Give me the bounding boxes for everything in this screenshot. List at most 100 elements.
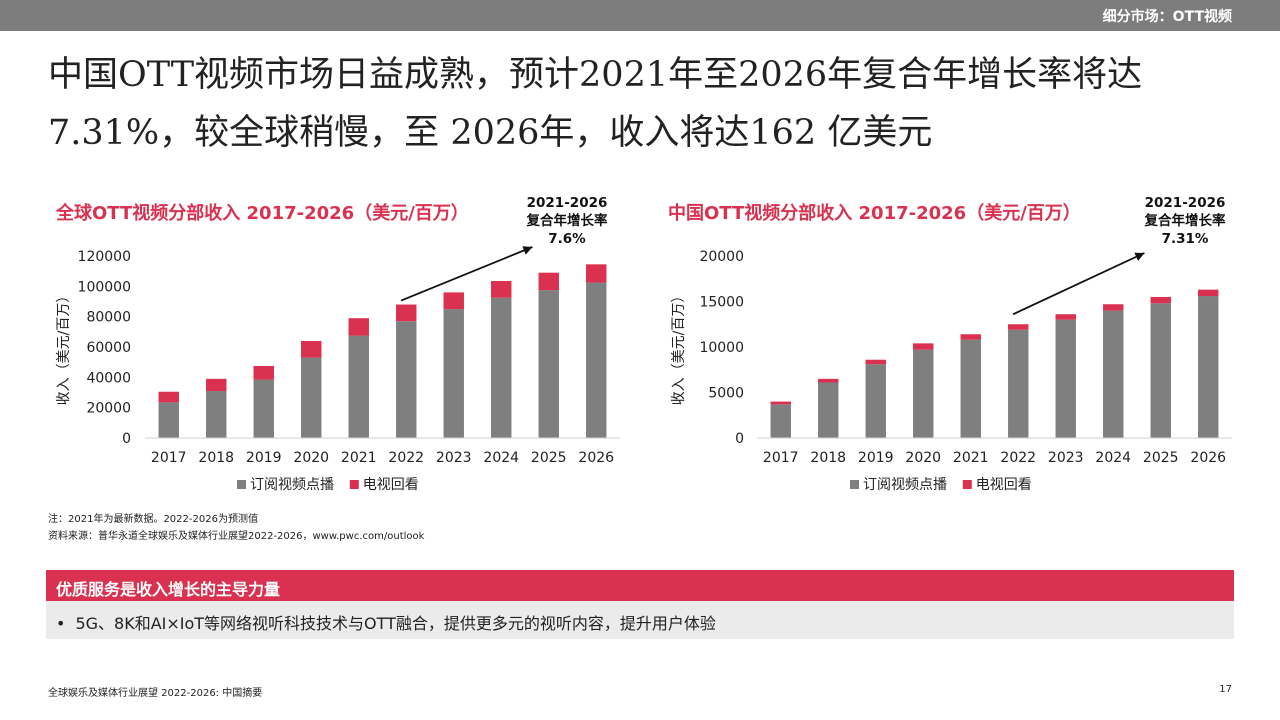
china-chart-title: 中国OTT视频分部收入 2017-2026（美元/百万） — [668, 203, 1081, 224]
section-label: 细分市场：OTT视频 — [1102, 9, 1232, 25]
china-xtick-2018: 2018 — [810, 450, 846, 466]
china-bar-tv-replay-2019 — [865, 359, 886, 365]
china-bar-tv-replay-2021 — [960, 334, 981, 340]
global-xtick-2021: 2021 — [341, 450, 377, 466]
china-xtick-2022: 2022 — [1000, 450, 1036, 466]
china-legend-swatch-1 — [962, 480, 972, 489]
global-cagr-annotation: 2021-2026 复合年增长率 7.6% — [507, 194, 627, 248]
global-cagr-arrow-head — [522, 246, 533, 255]
china-cagr-arrow-head — [1134, 252, 1145, 261]
china-xtick-2021: 2021 — [953, 450, 989, 466]
highlight-bullet-box: • 5G、8K和AI×IoT等网络视听科技技术与OTT融合，提供更多元的视听内容，… — [46, 601, 1234, 639]
china-xtick-2019: 2019 — [858, 450, 894, 466]
china-xtick-2025: 2025 — [1143, 450, 1179, 466]
china-legend-label-1: 电视回看 — [976, 477, 1032, 493]
global-bar-tv-replay-2017 — [158, 391, 179, 403]
china-ylabel: 收入（美元/百万） — [671, 289, 687, 406]
global-ytick-4: 80000 — [86, 310, 131, 326]
global-ott-revenue-chart: 0 20000 40000 60000 80000 100000 120000 收入（美元/百… — [56, 246, 620, 493]
global-bar-tv-replay-2021 — [348, 318, 369, 336]
global-ytick-6: 120000 — [78, 249, 131, 265]
highlight-banner: 优质服务是收入增长的主导力量 — [46, 570, 1234, 601]
china-bar-tv-replay-2025 — [1150, 296, 1171, 304]
global-xtick-2022: 2022 — [388, 450, 424, 466]
global-legend-swatch-1 — [349, 480, 359, 489]
china-bar-tv-replay-2020 — [913, 343, 934, 350]
global-bar-tv-replay-2026 — [586, 264, 607, 283]
page-number: 17 — [1219, 684, 1232, 695]
global-xtick-2019: 2019 — [246, 450, 282, 466]
global-ytick-1: 20000 — [86, 401, 131, 417]
global-bar-subscription-2023 — [443, 309, 464, 438]
global-ytick-0: 0 — [122, 431, 131, 447]
china-cagr-period: 2021-2026 — [1144, 195, 1226, 211]
china-xtick-2017: 2017 — [763, 450, 799, 466]
china-bar-tv-replay-2018 — [818, 378, 839, 383]
china-bar-tv-replay-2024 — [1103, 304, 1124, 311]
global-bar-subscription-2021 — [348, 335, 369, 438]
china-xtick-2024: 2024 — [1095, 450, 1131, 466]
global-bar-subscription-2018 — [206, 390, 227, 438]
bullet-text: 5G、8K和AI×IoT等网络视听科技技术与OTT融合，提供更多元的视听内容，提… — [75, 614, 716, 633]
global-bar-tv-replay-2019 — [253, 365, 274, 380]
china-bar-tv-replay-2023 — [1055, 314, 1076, 320]
china-legend-label-0: 订阅视频点播 — [863, 477, 947, 493]
china-bar-subscription-2021 — [960, 339, 981, 438]
china-bar-subscription-2020 — [913, 349, 934, 438]
china-bar-subscription-2017 — [770, 404, 791, 438]
china-bar-subscription-2024 — [1103, 310, 1124, 438]
chart-note: 注：2021年为最新数据。2022-2026为预测值 — [48, 514, 258, 525]
bullet-marker: • — [56, 614, 66, 633]
china-xtick-2023: 2023 — [1048, 450, 1084, 466]
global-bar-subscription-2025 — [538, 290, 559, 438]
footer-report-title: 全球娱乐及媒体行业展望 2022-2026: 中国摘要 — [48, 688, 263, 699]
china-ytick-4: 20000 — [699, 249, 744, 265]
global-bar-subscription-2019 — [253, 379, 274, 438]
highlight-title: 优质服务是收入增长的主导力量 — [56, 580, 281, 599]
global-bar-tv-replay-2022 — [396, 304, 417, 322]
global-bar-subscription-2024 — [491, 297, 512, 438]
china-bar-tv-replay-2022 — [1008, 324, 1029, 330]
global-xtick-2024: 2024 — [483, 450, 519, 466]
global-ytick-5: 100000 — [78, 279, 131, 295]
china-cagr-annotation: 2021-2026 复合年增长率 7.31% — [1125, 194, 1245, 248]
global-legend-swatch-0 — [237, 480, 246, 489]
global-bar-tv-replay-2018 — [206, 378, 227, 391]
global-xtick-2017: 2017 — [151, 450, 187, 466]
china-xtick-2020: 2020 — [905, 450, 941, 466]
china-bar-subscription-2019 — [865, 364, 886, 438]
global-xtick-2025: 2025 — [531, 450, 567, 466]
china-ytick-2: 10000 — [699, 340, 744, 356]
china-bar-subscription-2025 — [1150, 303, 1171, 438]
global-xtick-2026: 2026 — [578, 450, 614, 466]
global-bar-tv-replay-2025 — [538, 272, 559, 291]
global-bar-tv-replay-2020 — [301, 340, 322, 358]
global-bar-subscription-2017 — [158, 402, 179, 438]
global-xtick-2018: 2018 — [198, 450, 234, 466]
chart-source: 资料来源：普华永道全球娱乐及媒体行业展望2022-2026，www.pwc.co… — [48, 531, 425, 542]
china-cagr-arrow-line — [1012, 252, 1145, 316]
global-bar-tv-replay-2023 — [443, 292, 464, 310]
global-ytick-3: 60000 — [86, 340, 131, 356]
global-cagr-value: 7.6% — [548, 231, 586, 247]
global-bar-subscription-2020 — [301, 357, 322, 438]
global-legend-label-0: 订阅视频点播 — [250, 477, 334, 493]
global-xtick-2020: 2020 — [293, 450, 329, 466]
china-bar-subscription-2018 — [818, 382, 839, 438]
global-legend-label-1: 电视回看 — [363, 477, 419, 493]
global-ytick-2: 40000 — [86, 370, 131, 386]
china-bar-tv-replay-2017 — [770, 401, 791, 405]
china-bar-subscription-2022 — [1008, 329, 1029, 438]
page-title: 中国OTT视频市场日益成熟，预计2021年至2026年复合年增长率将达7.31%… — [48, 55, 1143, 153]
china-cagr-value: 7.31% — [1161, 231, 1209, 247]
china-legend-swatch-0 — [850, 480, 859, 489]
china-bar-subscription-2026 — [1198, 296, 1219, 438]
global-chart-title: 全球OTT视频分部收入 2017-2026（美元/百万） — [56, 203, 469, 224]
global-ylabel: 收入（美元/百万） — [56, 289, 72, 406]
china-ytick-3: 15000 — [699, 295, 744, 311]
global-cagr-arrow-line — [400, 246, 533, 302]
china-bar-tv-replay-2026 — [1198, 289, 1219, 297]
china-ytick-1: 5000 — [708, 386, 744, 402]
global-cagr-label: 复合年增长率 — [526, 213, 608, 229]
global-cagr-period: 2021-2026 — [526, 195, 608, 211]
